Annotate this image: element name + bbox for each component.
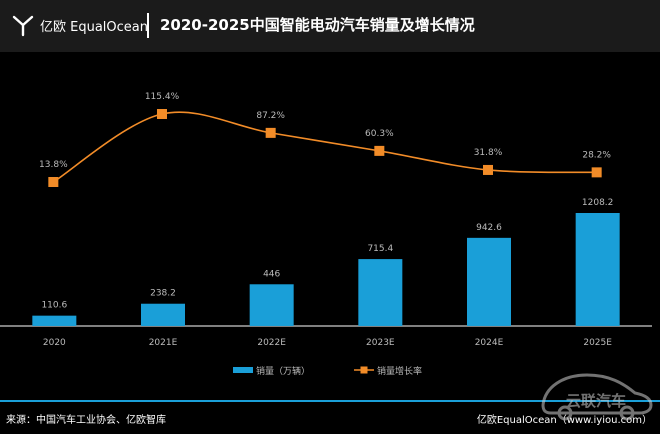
legend-line-label: 销量增长率 [377, 365, 422, 377]
bar-2024E [467, 237, 511, 326]
brand-logo-icon [12, 15, 34, 37]
x-tick-label: 2024E [475, 338, 504, 348]
bar-value-label: 1208.2 [582, 198, 614, 208]
legend-line-marker [360, 366, 368, 374]
growth-value-label: 13.8% [39, 160, 68, 170]
watermark-text: 云联汽车 [566, 392, 626, 410]
growth-value-label: 31.8% [474, 148, 503, 158]
watermark-logo: 云联汽车 [541, 373, 653, 421]
bar-value-label: 715.4 [367, 244, 393, 254]
growth-point-2020 [48, 177, 59, 187]
growth-point-2021E [157, 109, 167, 119]
page-title: 2020-2025中国智能电动汽车销量及增长情况 [160, 16, 475, 34]
header-divider [147, 13, 149, 38]
bar-value-label: 238.2 [150, 289, 176, 299]
x-tick-label: 2021E [149, 338, 178, 348]
growth-value-label: 60.3% [365, 129, 394, 139]
growth-point-2023E [374, 145, 385, 156]
bar-2022E [249, 284, 294, 326]
brand-name: 亿欧 EqualOcean [40, 19, 148, 35]
bar-2023E [358, 259, 403, 326]
x-tick-label: 2023E [366, 338, 395, 348]
header-bar: 亿欧 EqualOcean 2020-2025中国智能电动汽车销量及增长情况 [0, 0, 660, 52]
bar-2020 [32, 315, 77, 326]
brand-logo: 亿欧 EqualOcean [10, 12, 148, 38]
x-tick-label: 2022E [257, 338, 286, 348]
growth-point-2024E [483, 164, 493, 175]
growth-value-label: 28.2% [582, 150, 611, 160]
x-tick-label: 2020 [43, 338, 66, 348]
legend-bar-label: 销量（万辆） [256, 365, 310, 377]
sales-chart: 110.6 238.2 446 715.4 942.6 1208.2 2020 2021E 20… [0, 92, 652, 377]
x-tick-label: 2025E [583, 338, 612, 348]
growth-point-2022E [265, 127, 276, 138]
bar-value-label: 942.6 [476, 223, 502, 233]
source-note: 来源：中国汽车工业协会、亿欧智库 [6, 415, 166, 426]
bar-2025E [575, 213, 620, 326]
footer-brand: 亿欧EqualOcean（www.iyiou.com） [476, 415, 652, 426]
footer-divider [0, 400, 660, 402]
bar-value-label: 110.6 [41, 301, 67, 311]
bar-2021E [141, 303, 185, 326]
growth-value-label: 115.4% [145, 92, 180, 102]
growth-rate-line [52, 111, 597, 183]
legend-bar-swatch [233, 367, 253, 373]
growth-point-2025E [591, 167, 602, 178]
growth-value-label: 87.2% [256, 111, 285, 121]
bar-value-label: 446 [263, 269, 280, 279]
